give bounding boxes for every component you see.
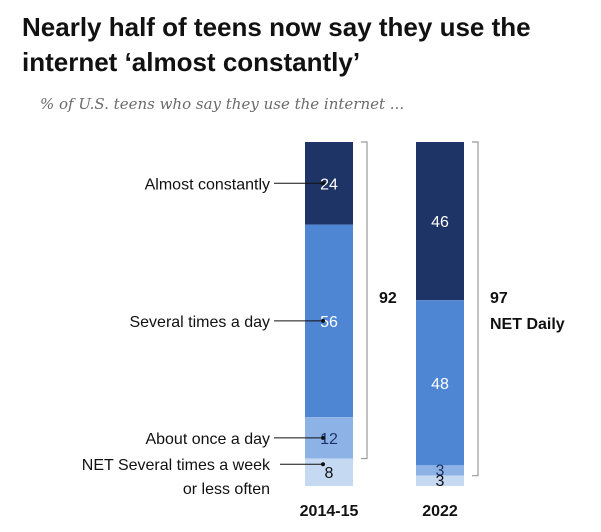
chart-title: Nearly half of teens now say they use th… [22,12,531,77]
category-label-2022: 2022 [422,503,458,520]
data-label-2-2022: 48 [431,376,449,393]
data-label-1-2014-15: 24 [320,176,338,193]
series-connector-dot-3 [321,435,325,440]
data-label-2-2014-15: 56 [320,314,338,331]
net-daily-bracket-2014-15 [361,141,368,460]
chart-subtitle: % of U.S. teens who say they use the int… [40,95,405,113]
series-label-4-line-1: NET Several times a week [82,457,271,474]
data-label-1-2022: 46 [431,214,449,231]
series-label-4-line-2: or less often [183,481,270,498]
bar-segment-2-2022 [416,300,464,466]
net-daily-bracket-2022 [472,141,479,477]
data-label-3-2014-15: 12 [320,431,338,448]
series-connector-dot-1 [321,181,325,186]
data-label-4-2022: 3 [436,473,445,490]
net-daily-label: NET Daily [490,316,565,333]
bar-segment-1-2022 [416,142,464,301]
series-connector-dot-2 [321,318,325,323]
bar-segment-4-2014-15 [305,458,353,486]
category-label-2014-15: 2014-15 [300,503,359,520]
data-label-3-2022: 3 [436,463,445,480]
bar-segment-4-2022 [416,475,464,486]
series-label-2: Several times a day [129,314,270,331]
bar-segment-3-2022 [416,465,464,476]
net-daily-value-2014-15: 92 [379,290,397,307]
series-connector-dot-4 [321,462,325,467]
series-label-3: About once a day [145,431,270,448]
net-daily-value-2022: 97 [490,290,508,307]
data-label-4-2014-15: 8 [325,465,334,482]
series-label-1: Almost constantly [145,176,270,193]
